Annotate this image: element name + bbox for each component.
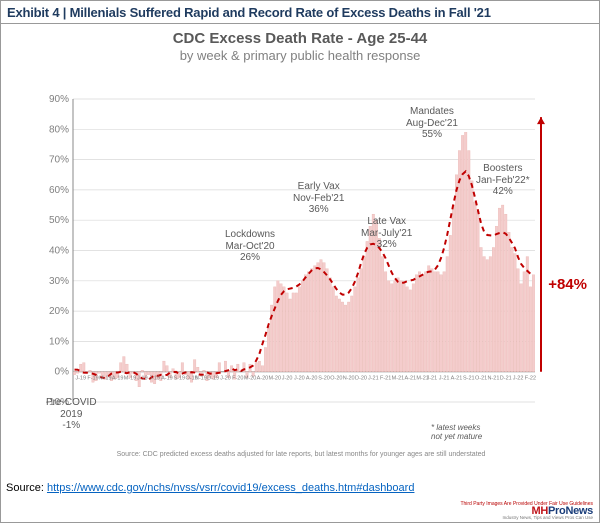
svg-text:J-21: J-21 [439, 376, 450, 382]
svg-text:60%: 60% [49, 185, 69, 196]
chart-title: CDC Excess Death Rate - Age 25-44 [1, 30, 599, 47]
source-url[interactable]: https://www.cdc.gov/nchs/nvss/vsrr/covid… [47, 482, 414, 494]
svg-text:0%: 0% [55, 367, 70, 378]
svg-text:O-21: O-21 [475, 376, 487, 382]
svg-text:M-20: M-20 [244, 376, 257, 382]
svg-text:10%: 10% [49, 336, 69, 347]
annot-boosters: BoostersJan-Feb'22*42% [476, 163, 530, 198]
svg-text:M-20: M-20 [268, 376, 281, 382]
svg-text:M-21: M-21 [392, 376, 405, 382]
svg-text:S-20: S-20 [318, 376, 330, 382]
brand-tagline: Industry News, Tips and Views Pros Can U… [460, 515, 593, 520]
svg-text:70%: 70% [49, 155, 69, 166]
latest-weeks-note: * latest weeksnot yet mature [431, 423, 482, 441]
svg-text:M-19: M-19 [99, 376, 112, 382]
footer-logo: Third Party Images Are Provided Under Fa… [460, 501, 593, 520]
svg-text:N-19: N-19 [195, 376, 207, 382]
svg-text:80%: 80% [49, 124, 69, 135]
svg-text:50%: 50% [49, 215, 69, 226]
svg-text:M-19: M-19 [124, 376, 137, 382]
svg-text:D-21: D-21 [500, 376, 512, 382]
svg-text:J-20: J-20 [294, 376, 305, 382]
annot-precovid: Pre-COVID2019-1% [46, 397, 97, 432]
svg-text:A-20: A-20 [257, 376, 269, 382]
svg-text:N-20: N-20 [343, 376, 355, 382]
excess-death-chart: -10%0%10%20%30%40%50%60%70%80%90%J-19F-1… [39, 91, 559, 446]
svg-text:J-20: J-20 [282, 376, 293, 382]
svg-text:D-20: D-20 [355, 376, 367, 382]
svg-text:F-22: F-22 [525, 376, 536, 382]
title-block: CDC Excess Death Rate - Age 25-44 by wee… [1, 30, 599, 63]
svg-text:20%: 20% [49, 306, 69, 317]
annot-latevax: Late VaxMar-July'2132% [361, 216, 412, 251]
highlight-84pct: +84% [548, 276, 587, 293]
svg-text:A-20: A-20 [306, 376, 318, 382]
svg-text:F-21: F-21 [380, 376, 391, 382]
svg-text:F-19: F-19 [87, 376, 98, 382]
exhibit-header: Exhibit 4 | Millenials Suffered Rapid an… [1, 1, 599, 24]
svg-text:S-21: S-21 [463, 376, 475, 382]
annot-earlyvax: Early VaxNov-Feb'2136% [293, 181, 344, 216]
svg-text:30%: 30% [49, 276, 69, 287]
svg-text:N-21: N-21 [487, 376, 499, 382]
source-label: Source: [6, 482, 44, 494]
annot-mandates: MandatesAug-Dec'2155% [406, 106, 458, 141]
chart-subtitle: by week & primary public health response [1, 48, 599, 63]
svg-text:90%: 90% [49, 94, 69, 105]
svg-text:40%: 40% [49, 246, 69, 257]
svg-text:F-20: F-20 [232, 376, 243, 382]
svg-text:O-20: O-20 [330, 376, 342, 382]
svg-text:J-21: J-21 [426, 376, 437, 382]
svg-text:A-21: A-21 [451, 376, 463, 382]
source-line: Source: https://www.cdc.gov/nchs/nvss/vs… [6, 482, 414, 494]
chart-footnote: Source: CDC predicted excess deaths adju… [81, 451, 521, 458]
svg-text:J-19: J-19 [75, 376, 86, 382]
svg-text:A-19: A-19 [161, 376, 173, 382]
svg-text:J-19: J-19 [137, 376, 148, 382]
svg-text:A-19: A-19 [112, 376, 124, 382]
annot-lockdowns: LockdownsMar-Oct'2026% [225, 229, 275, 264]
svg-text:J-19: J-19 [149, 376, 160, 382]
svg-text:J-21: J-21 [368, 376, 379, 382]
svg-text:D-19: D-19 [207, 376, 219, 382]
svg-text:J-20: J-20 [220, 376, 231, 382]
svg-text:S-19: S-19 [173, 376, 185, 382]
svg-text:J-22: J-22 [513, 376, 524, 382]
svg-text:A-21: A-21 [404, 376, 416, 382]
